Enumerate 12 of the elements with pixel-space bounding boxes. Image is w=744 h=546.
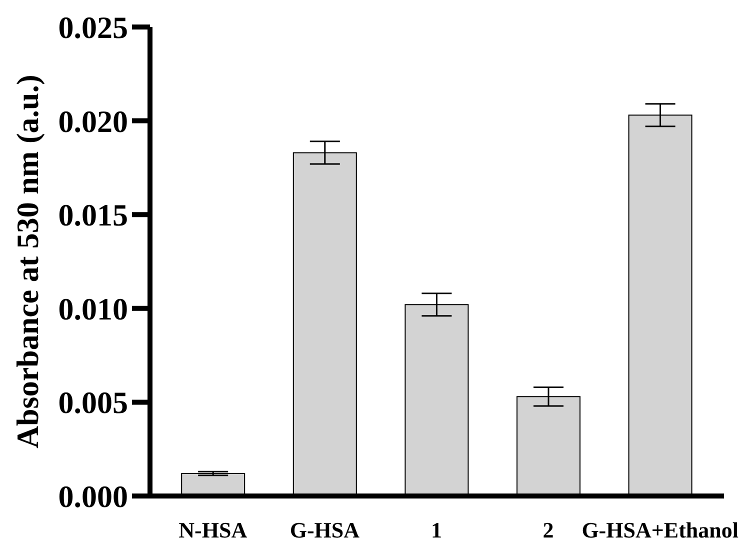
y-tick-label: 0.010 [58,291,128,326]
y-axis-title: Absorbance at 530 nm (a.u.) [10,74,44,448]
y-tick-label: 0.025 [58,10,128,46]
x-tick-label: 2 [542,518,554,543]
y-tick-label: 0.005 [58,385,128,420]
y-tick-label: 0.015 [58,198,128,233]
x-tick-label: G-HSA [290,518,360,543]
y-tick-label: 0.000 [58,479,128,514]
x-tick-label: 1 [431,518,442,543]
x-tick-label: N-HSA [178,518,248,543]
y-tick-label: 0.020 [58,104,128,139]
x-tick-label: G-HSA+Ethanol [582,518,738,543]
